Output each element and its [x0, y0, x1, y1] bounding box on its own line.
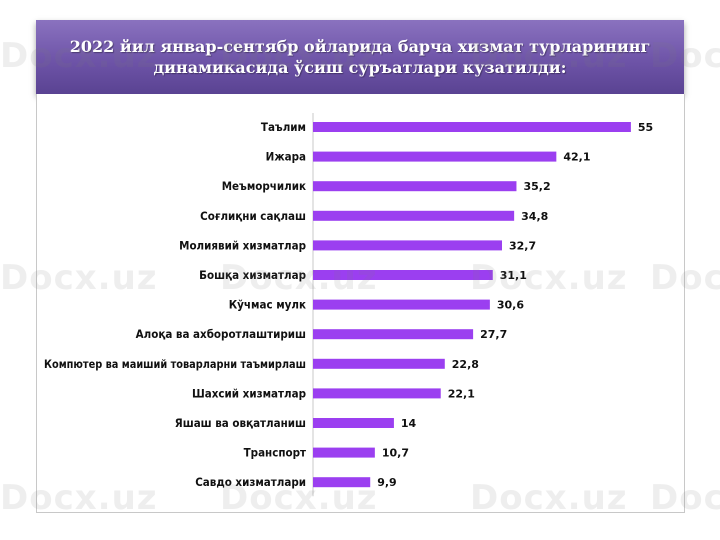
category-label: Савдо хизматлари: [195, 475, 306, 489]
category-label: Бошқа хизматлар: [199, 268, 306, 282]
bar: [313, 151, 557, 162]
category-label: Ижара: [266, 150, 306, 164]
category-label: Яшаш ва овқатланиш: [175, 416, 306, 430]
data-label: 27,7: [480, 328, 507, 341]
category-label: Компютер ва маиший товарларни таъмирлаш: [44, 357, 306, 371]
watermark-text: Docx.uz: [220, 478, 378, 518]
data-label: 34,8: [521, 210, 548, 223]
watermark-text: Docx.uz: [650, 36, 720, 76]
data-label: 9,9: [377, 476, 397, 489]
data-label: 10,7: [382, 447, 409, 460]
data-label: 35,2: [523, 180, 550, 193]
bar: [313, 477, 371, 488]
bar: [313, 240, 503, 251]
data-label: 32,7: [509, 239, 536, 252]
data-label: 42,1: [563, 151, 590, 164]
watermark-text: Docx.uz: [650, 478, 720, 518]
title-banner: 2022 йил январ-сентябр ойларида барча хи…: [36, 20, 684, 94]
category-label: Транспорт: [244, 446, 306, 460]
watermark-text: Docx.uz: [0, 36, 158, 76]
bar: [313, 181, 517, 192]
watermark-text: Docx.uz: [470, 36, 628, 76]
data-label: 22,1: [448, 387, 475, 400]
watermark-text: Docx.uz: [0, 258, 158, 298]
category-label: Таълим: [261, 120, 306, 134]
category-label: Молиявий хизматлар: [179, 238, 306, 252]
watermark-text: Docx.uz: [470, 478, 628, 518]
data-label: 30,6: [497, 299, 524, 312]
data-label: 14: [401, 417, 417, 430]
bar: [313, 447, 375, 458]
bar: [313, 329, 474, 340]
bar: [313, 122, 631, 132]
bar: [313, 270, 493, 280]
page-title: 2022 йил январ-сентябр ойларида барча хи…: [69, 37, 651, 77]
watermark-text: Docx.uz: [0, 478, 158, 518]
bar: [313, 388, 441, 399]
bar: [313, 358, 445, 369]
category-label: Алоқа ва ахборотлаштириш: [136, 327, 306, 341]
bar: [313, 210, 515, 221]
data-label: 31,1: [500, 269, 527, 282]
data-label: 55: [638, 121, 653, 134]
watermark-text: Docx.uz: [220, 36, 378, 76]
watermark-text: Docx.uz: [650, 258, 720, 298]
category-label: Соғлиқни сақлаш: [200, 209, 306, 223]
bar: [313, 299, 490, 310]
category-label: Меъморчилик: [222, 179, 306, 193]
watermark-text: Docx.uz: [470, 258, 628, 298]
category-label: Кўчмас мулк: [229, 298, 306, 312]
watermark-text: Docx.uz: [220, 258, 378, 298]
category-label: Шахсий хизматлар: [192, 386, 306, 400]
data-label: 22,8: [452, 358, 479, 371]
bar: [313, 418, 394, 428]
